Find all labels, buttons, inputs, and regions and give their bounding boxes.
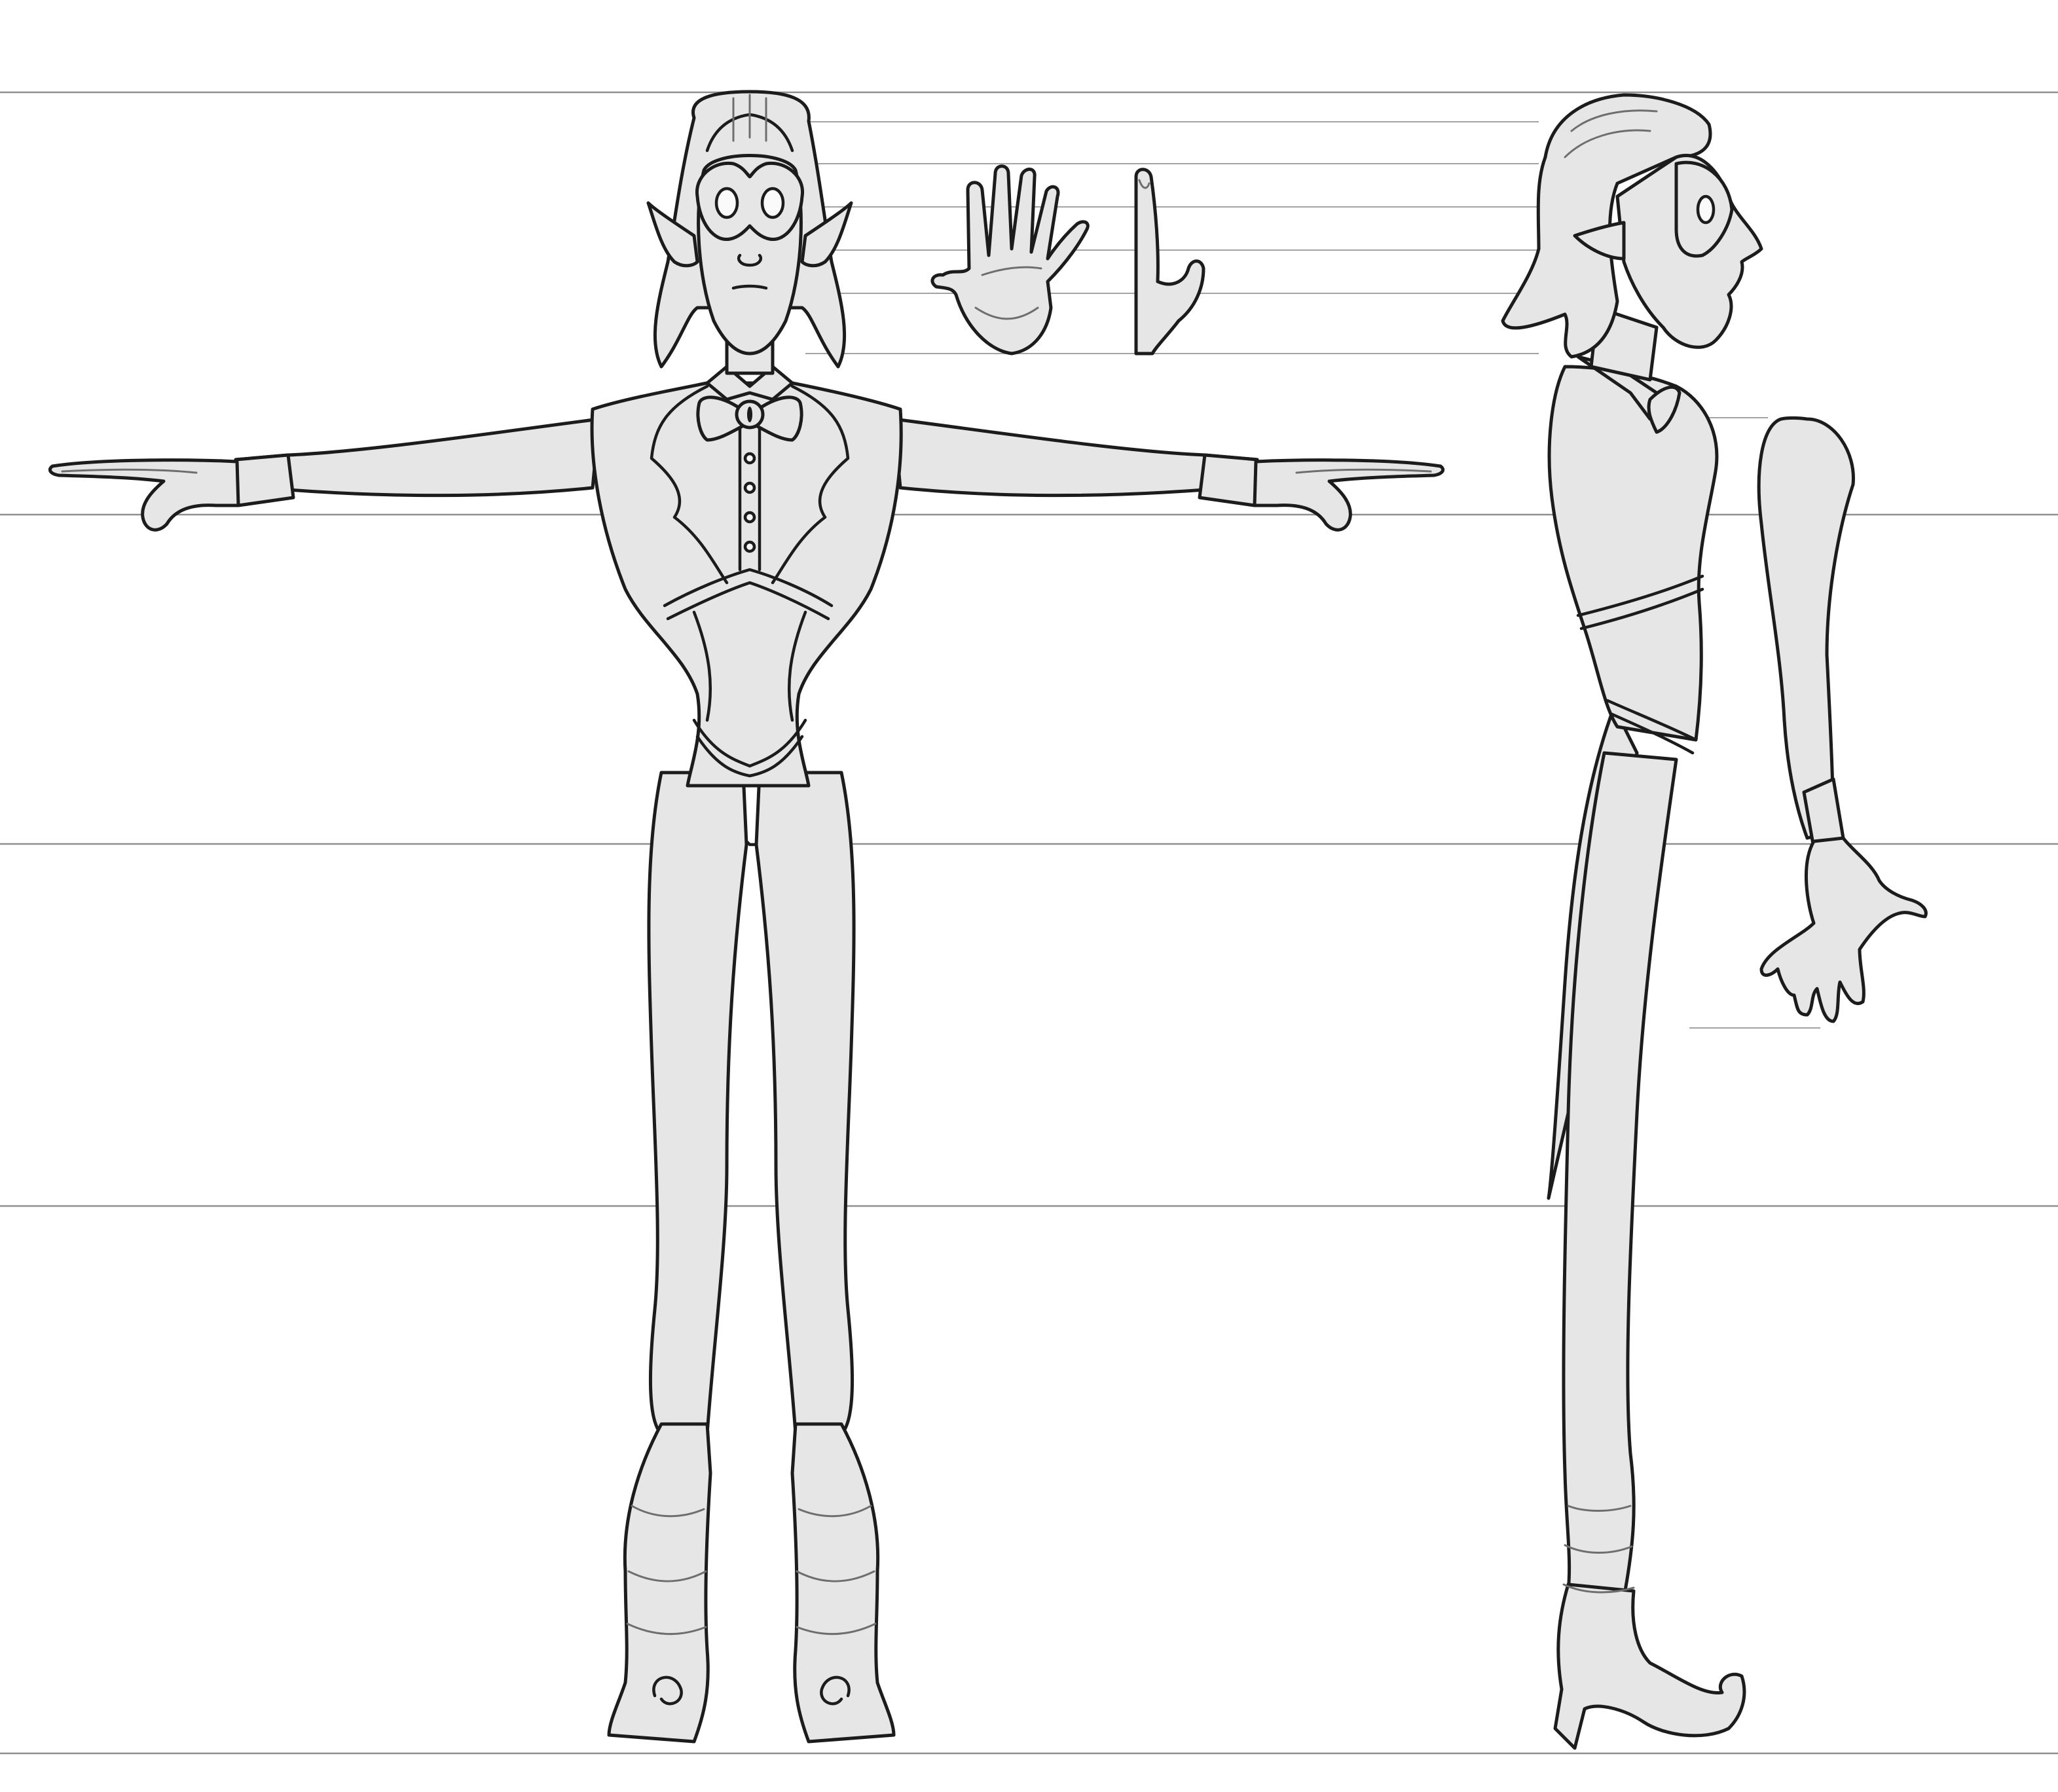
side-arm xyxy=(1757,416,1855,840)
side-boot-folds xyxy=(1562,1505,1635,1594)
side-torso xyxy=(1547,365,1719,742)
front-lapel-left xyxy=(650,384,729,585)
side-hair-strands xyxy=(1564,109,1658,158)
front-mouth xyxy=(731,284,768,290)
hand-side-icon xyxy=(1134,168,1205,356)
front-left-hand-detail xyxy=(61,468,198,474)
front-left-leg xyxy=(647,771,748,1436)
front-right-eye xyxy=(760,187,785,219)
side-eye xyxy=(1696,194,1716,225)
front-left-eye xyxy=(714,187,739,219)
front-shirt-button xyxy=(743,511,756,524)
front-boot-folds xyxy=(626,1505,877,1636)
front-waistband xyxy=(692,718,807,778)
front-shirt-button xyxy=(743,540,756,553)
side-waist-band xyxy=(1606,699,1698,755)
front-shirt-placket xyxy=(738,417,762,572)
hand-palm-shape xyxy=(930,164,1090,356)
front-lapel-right xyxy=(771,384,850,585)
side-ear xyxy=(1573,221,1626,261)
front-right-cuff xyxy=(1198,453,1259,507)
side-boot xyxy=(1553,1582,1746,1750)
front-mask xyxy=(695,161,804,242)
front-left-boot-curl xyxy=(652,1675,683,1706)
hand-palm-creases xyxy=(974,266,1042,320)
front-vest-seams xyxy=(692,610,807,722)
front-left-ear xyxy=(646,201,699,268)
front-right-hand-detail xyxy=(1295,468,1432,474)
front-left-cuff xyxy=(234,453,295,507)
front-bowtie-eye-icon xyxy=(747,407,752,422)
hand-palm-icon xyxy=(930,164,1090,356)
front-shirt-button xyxy=(743,452,756,465)
front-vest-band xyxy=(663,568,834,621)
front-shirt-button xyxy=(743,481,756,494)
front-right-leg xyxy=(754,771,856,1436)
front-hair-strands xyxy=(732,94,767,142)
front-left-boot xyxy=(607,1422,712,1744)
front-left-hand xyxy=(48,458,240,532)
front-crotch xyxy=(744,839,758,847)
side-vest-band xyxy=(1576,574,1704,631)
hand-side-nail xyxy=(1138,179,1150,189)
front-nose xyxy=(737,253,763,267)
character-front-icon xyxy=(48,90,1445,1744)
front-right-ear xyxy=(800,201,853,268)
front-right-boot-curl xyxy=(820,1675,851,1706)
front-right-hand xyxy=(1253,458,1445,532)
character-side-icon xyxy=(1501,93,1928,1750)
hand-side-shape xyxy=(1134,168,1205,356)
side-arm-hand xyxy=(1759,836,1928,1023)
front-right-boot xyxy=(790,1422,896,1744)
side-bowtie xyxy=(1647,385,1681,434)
